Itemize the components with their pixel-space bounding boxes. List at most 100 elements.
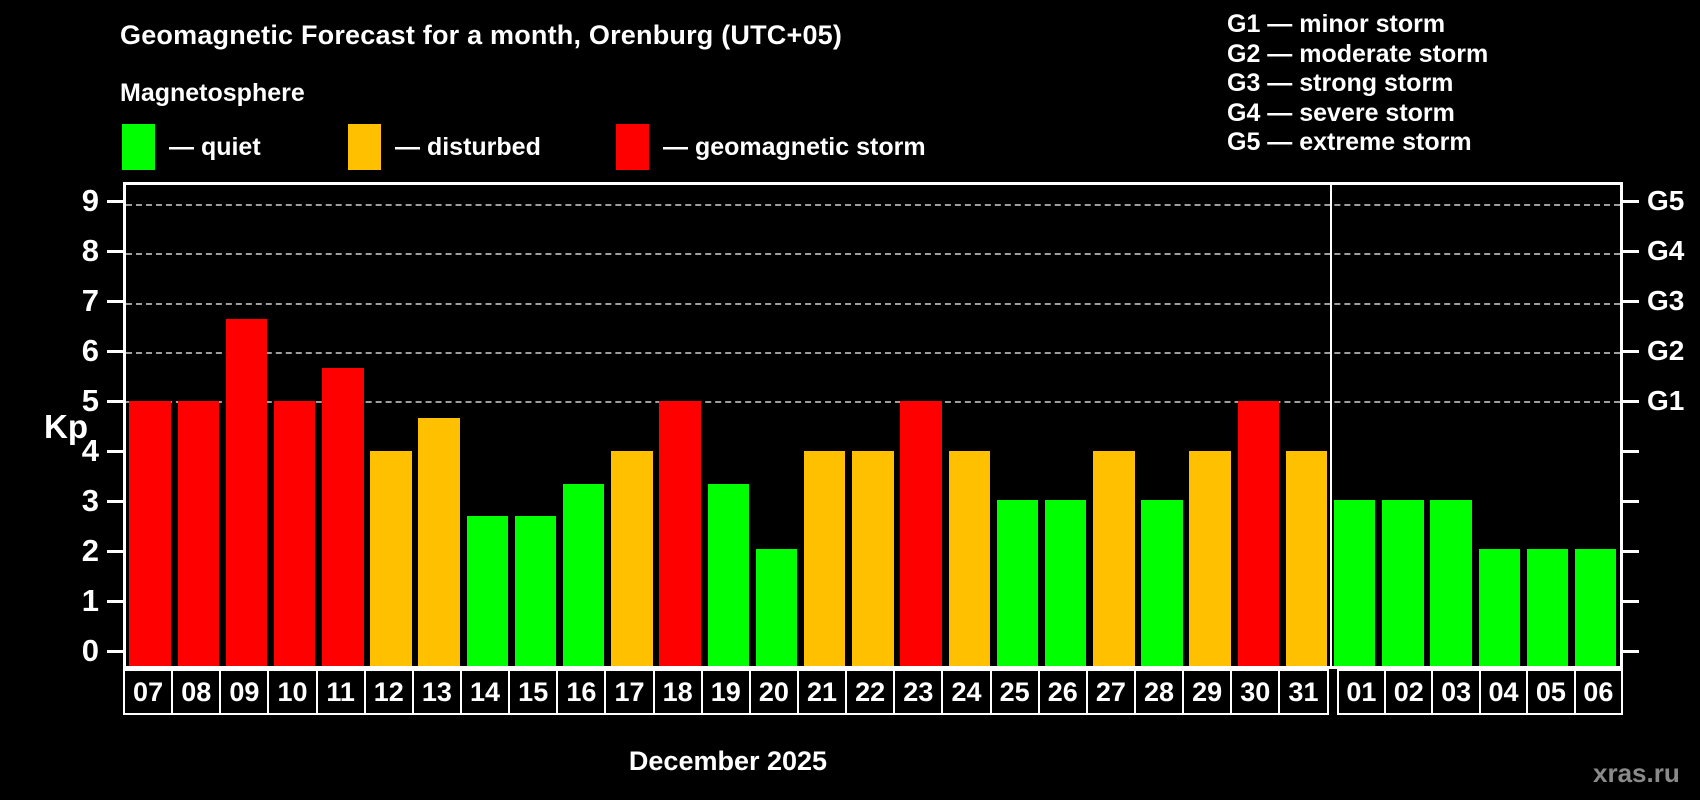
bar-slot-day-23 bbox=[897, 185, 945, 666]
gridline-kp-9 bbox=[126, 203, 1620, 206]
kp-bar-day-03 bbox=[1430, 500, 1472, 666]
quiet-color-swatch bbox=[122, 124, 155, 170]
kp-bar-day-25 bbox=[996, 500, 1039, 666]
day-label-05: 05 bbox=[1526, 669, 1576, 715]
day-label-21: 21 bbox=[796, 669, 848, 715]
day-label-11: 11 bbox=[315, 669, 366, 715]
bar-slot-day-14 bbox=[463, 185, 511, 666]
left-tick-6 bbox=[107, 349, 123, 353]
g-scale-label-G2: G2 bbox=[1647, 335, 1685, 366]
kp-bar-day-30 bbox=[1237, 401, 1280, 666]
day-label-10: 10 bbox=[267, 669, 318, 715]
kp-bar-day-05 bbox=[1526, 549, 1569, 666]
day-label-30: 30 bbox=[1230, 669, 1281, 715]
kp-bar-day-01 bbox=[1334, 500, 1376, 666]
kp-bar-day-15 bbox=[514, 516, 557, 666]
kp-tick-label-5: 5 bbox=[81, 383, 99, 418]
right-tick-7 bbox=[1623, 299, 1639, 303]
bar-slot-day-18 bbox=[656, 185, 704, 666]
bar-slot-day-26 bbox=[1042, 185, 1090, 666]
bar-slot-day-09 bbox=[222, 185, 270, 666]
day-label-17: 17 bbox=[604, 669, 655, 715]
month-label: December 2025 bbox=[628, 746, 828, 776]
kp-tick-label-3: 3 bbox=[81, 483, 99, 518]
day-label-06: 06 bbox=[1573, 669, 1624, 715]
bar-slot-day-03 bbox=[1427, 185, 1475, 666]
december-day-labels: 07 08 09 10 11 12 13 14 15 16 17 18 19 20 21 22 23 24 25 26… bbox=[123, 669, 1329, 715]
day-label-25: 25 bbox=[989, 669, 1040, 715]
day-label-19: 19 bbox=[700, 669, 751, 715]
kp-bar-day-10 bbox=[273, 401, 316, 666]
kp-bar-day-13 bbox=[418, 417, 460, 666]
bar-slot-day-31 bbox=[1283, 185, 1331, 666]
legend-label-disturbed: — disturbed bbox=[395, 132, 541, 161]
storm-scale-legend-line: G2 — moderate storm bbox=[1227, 39, 1489, 68]
left-tick-3 bbox=[107, 499, 123, 503]
month-gap bbox=[1329, 669, 1337, 715]
kp-bar-day-27 bbox=[1093, 450, 1135, 666]
g-scale-axis: G1 G2 G3 G4 G5 bbox=[1623, 182, 1700, 669]
right-tick-1 bbox=[1623, 599, 1639, 603]
day-label-27: 27 bbox=[1085, 669, 1136, 715]
kp-bar-day-31 bbox=[1285, 450, 1328, 666]
kp-tick-label-0: 0 bbox=[81, 633, 99, 668]
right-tick-4 bbox=[1623, 449, 1639, 453]
kp-bar-day-21 bbox=[803, 450, 846, 666]
january-day-labels: 01 02 03 04 05 06 bbox=[1336, 669, 1624, 715]
bar-slot-day-30 bbox=[1234, 185, 1282, 666]
day-label-08: 08 bbox=[171, 669, 222, 715]
kp-bar-day-23 bbox=[900, 401, 942, 666]
month-separator-line bbox=[1329, 185, 1332, 666]
bar-slot-day-21 bbox=[801, 185, 849, 666]
day-label-24: 24 bbox=[941, 669, 992, 715]
right-tick-0 bbox=[1623, 649, 1639, 653]
bar-slot-day-06 bbox=[1572, 185, 1620, 666]
day-label-03: 03 bbox=[1431, 669, 1481, 715]
bar-slot-day-05 bbox=[1523, 185, 1571, 666]
bar-slot-day-10 bbox=[271, 185, 319, 666]
bar-slot-day-12 bbox=[367, 185, 415, 666]
bar-slot-day-25 bbox=[993, 185, 1041, 666]
left-tick-9 bbox=[107, 199, 123, 203]
bar-slot-day-28 bbox=[1138, 185, 1186, 666]
right-tick-2 bbox=[1623, 549, 1639, 553]
storm-scale-legend: G1 — minor storm G2 — moderate storm G3 — … bbox=[1227, 10, 1488, 158]
bar-slot-day-19 bbox=[704, 185, 752, 666]
kp-bar-day-18 bbox=[659, 401, 701, 666]
storm-scale-legend-line: G3 — strong storm bbox=[1227, 69, 1454, 98]
kp-tick-label-4: 4 bbox=[81, 433, 99, 468]
kp-bar-day-12 bbox=[370, 450, 412, 666]
kp-bar-day-20 bbox=[755, 549, 798, 666]
bar-slot-day-08 bbox=[174, 185, 222, 666]
bar-slot-day-01 bbox=[1331, 185, 1379, 666]
bar-slot-day-15 bbox=[512, 185, 560, 666]
disturbed-color-swatch bbox=[348, 124, 381, 170]
day-label-16: 16 bbox=[556, 669, 607, 715]
kp-bar-day-29 bbox=[1189, 450, 1231, 666]
left-tick-1 bbox=[107, 599, 123, 603]
kp-bar-day-04 bbox=[1478, 549, 1521, 666]
chart-title: Geomagnetic Forecast for a month, Orenbu… bbox=[120, 20, 843, 50]
day-label-26: 26 bbox=[1037, 669, 1088, 715]
kp-bars bbox=[126, 185, 1620, 666]
day-label-09: 09 bbox=[219, 669, 270, 715]
kp-tick-label-6: 6 bbox=[81, 333, 99, 368]
day-label-row: 07 08 09 10 11 12 13 14 15 16 17 18 19 20 21 22 23 24 25 26… bbox=[123, 669, 1624, 715]
storm-color-swatch bbox=[616, 124, 649, 170]
gridline-kp-6 bbox=[126, 351, 1620, 354]
kp-axis-label: Kp bbox=[44, 408, 88, 445]
gridline-kp-7 bbox=[126, 302, 1620, 305]
left-tick-5 bbox=[107, 399, 123, 403]
storm-scale-legend-line: G1 — minor storm bbox=[1227, 10, 1446, 38]
bar-slot-day-17 bbox=[608, 185, 656, 666]
bar-slot-day-16 bbox=[560, 185, 608, 666]
day-label-28: 28 bbox=[1133, 669, 1185, 715]
day-label-07: 07 bbox=[123, 669, 174, 715]
right-tick-5 bbox=[1623, 399, 1639, 403]
bar-slot-day-20 bbox=[752, 185, 800, 666]
right-tick-9 bbox=[1623, 199, 1639, 203]
gridline-kp-8 bbox=[126, 253, 1620, 256]
magnetosphere-label: Magnetosphere bbox=[120, 79, 305, 107]
watermark: xras.ru bbox=[1593, 758, 1680, 788]
